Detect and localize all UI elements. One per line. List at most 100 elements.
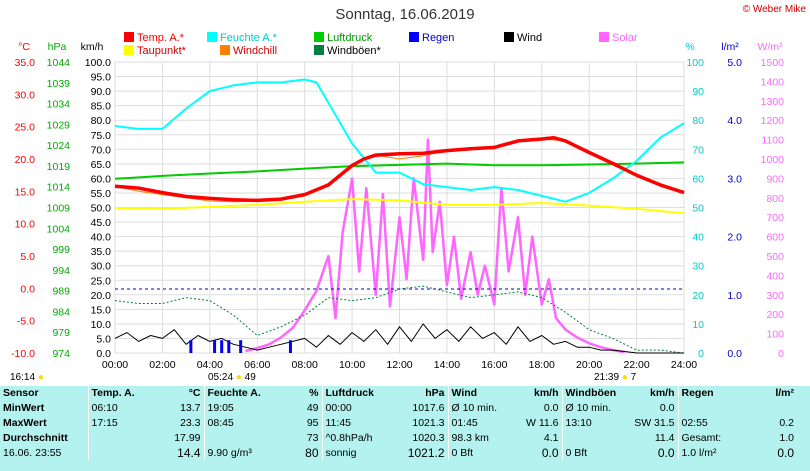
copyright: © Weber Mike bbox=[742, 4, 806, 15]
corner-time: 16:14 ● bbox=[10, 372, 44, 383]
rain-tick-label: 0.0 bbox=[727, 348, 742, 360]
cell-time: 02:55 bbox=[677, 415, 740, 431]
cell-value: 1021.2 bbox=[407, 445, 445, 460]
temp-tick-label: 15.0 bbox=[15, 186, 36, 198]
solar-tick-label: 400 bbox=[766, 270, 784, 282]
cell-value: 4.1 bbox=[543, 431, 559, 444]
cell-value: 0.0 bbox=[543, 402, 559, 415]
wind-tick-label: 10.0 bbox=[91, 319, 112, 331]
cell-time: 00:00 bbox=[321, 400, 386, 416]
cell-time: 17:15 bbox=[87, 415, 142, 431]
pressure-line bbox=[114, 161, 685, 180]
wind-tick-label: 70.0 bbox=[91, 144, 112, 156]
pressure-tick-label: 1039 bbox=[47, 78, 71, 90]
pressure-tick-label: 1024 bbox=[47, 140, 71, 152]
wind-tick-label: 35.0 bbox=[91, 246, 112, 258]
cell-time bbox=[87, 445, 142, 460]
rain-bar bbox=[213, 340, 217, 353]
solar-tick-label: 1300 bbox=[761, 96, 785, 108]
cell-value: 13.7 bbox=[180, 402, 201, 415]
legend-rain: Regen bbox=[409, 32, 454, 44]
cell-value: 23.3 bbox=[180, 416, 201, 429]
solar-tick-label: 500 bbox=[766, 251, 784, 263]
sunset-label: 21:39 ● 7 bbox=[594, 372, 637, 383]
cell-time: sonnig bbox=[321, 445, 386, 460]
stats-row-avg: Durchschnitt 17.99 73 ^0.8hPa/h 1020.3 9… bbox=[0, 430, 797, 446]
solar-tick-label: 300 bbox=[766, 290, 784, 302]
rain-tick-label: 1.0 bbox=[727, 290, 742, 302]
temp-tick-label: 35.0 bbox=[15, 57, 36, 69]
pressure-axis-label: hPa bbox=[48, 41, 67, 53]
temperature-line bbox=[114, 135, 685, 203]
hdr-wind-unit: km/h bbox=[533, 387, 559, 400]
hdr-hum-unit: % bbox=[309, 387, 319, 400]
legend-windchill: Windchill bbox=[220, 45, 277, 57]
cell-value: 0.0 bbox=[541, 445, 559, 460]
cell-time bbox=[203, 430, 262, 446]
wind-line bbox=[114, 323, 684, 354]
rain-tick-label: 2.0 bbox=[727, 232, 742, 244]
wind-tick-label: 55.0 bbox=[91, 188, 112, 200]
temp-tick-label: 20.0 bbox=[15, 154, 36, 166]
cell-time: 08:45 bbox=[203, 415, 262, 431]
row-label: MinWert bbox=[3, 402, 45, 415]
humidity-tick-label: 40 bbox=[692, 232, 704, 244]
rain-axis-label: l/m² bbox=[721, 41, 739, 53]
cell-value: 1021.3 bbox=[412, 416, 445, 429]
cell-value: 11.4 bbox=[654, 431, 675, 444]
wind-tick-label: 0.0 bbox=[96, 348, 111, 360]
humidity-tick-label: 30 bbox=[692, 261, 704, 273]
cell-time: 0 Bft bbox=[561, 445, 622, 460]
rain-bar bbox=[220, 340, 224, 353]
cell-time: 13:10 bbox=[561, 415, 622, 431]
pressure-tick-label: 1004 bbox=[47, 223, 71, 235]
solar-tick-label: 600 bbox=[766, 232, 784, 244]
temp-tick-label: -5.0 bbox=[17, 316, 35, 328]
pressure-tick-label: 1019 bbox=[47, 161, 71, 173]
cell-time: 9.90 g/m³ bbox=[203, 445, 262, 460]
cell-value: W 11.6 bbox=[526, 416, 559, 429]
wind-tick-label: 45.0 bbox=[91, 217, 112, 229]
temp-tick-label: 5.0 bbox=[20, 251, 35, 263]
solar-tick-label: 1500 bbox=[761, 57, 785, 69]
wind-tick-label: 95.0 bbox=[91, 72, 112, 84]
temp-tick-label: 0.0 bbox=[20, 283, 35, 295]
solar-tick-label: 800 bbox=[766, 193, 784, 205]
legend-solar: Solar bbox=[599, 32, 638, 44]
cell-value: 0.2 bbox=[779, 416, 794, 429]
x-tick-label: 24:00 bbox=[671, 359, 697, 371]
wind-tick-label: 100.0 bbox=[85, 57, 111, 69]
humidity-tick-label: 100 bbox=[686, 57, 704, 69]
solar-tick-label: 1400 bbox=[761, 76, 785, 88]
cell-value: 14.4 bbox=[177, 445, 201, 460]
solar-tick-label: 100 bbox=[766, 329, 784, 341]
humidity-tick-label: 20 bbox=[692, 290, 704, 302]
dewpoint-line bbox=[114, 198, 685, 215]
sunrise-label: 05:24 ● 49 bbox=[208, 372, 256, 383]
humidity-tick-label: 90 bbox=[692, 86, 704, 98]
cell-value: 0.0 bbox=[657, 445, 675, 460]
hdr-rain: Regen bbox=[677, 386, 740, 401]
hdr-press-unit: hPa bbox=[425, 387, 445, 400]
rain-bar bbox=[288, 340, 292, 353]
hdr-temp: Temp. A. bbox=[87, 386, 142, 401]
humidity-tick-label: 50 bbox=[692, 203, 704, 215]
hdr-rain-unit: l/m² bbox=[775, 387, 794, 400]
cell-time bbox=[87, 430, 142, 446]
cell-time: 11:45 bbox=[321, 415, 386, 431]
wind-tick-label: 80.0 bbox=[91, 115, 112, 127]
pressure-tick-label: 974 bbox=[52, 348, 70, 360]
weather-chart: 35.0 30.0 25.0 20.0 15.0 10.0 5.0 0.0 -5.0 -10.0 °… bbox=[11, 41, 785, 371]
rain-bar bbox=[189, 340, 193, 353]
wind-tick-label: 20.0 bbox=[91, 290, 112, 302]
x-tick-label: 12:00 bbox=[386, 359, 412, 371]
hdr-wind: Wind bbox=[447, 386, 514, 401]
humidity-line bbox=[114, 78, 685, 203]
humidity-tick-label: 60 bbox=[692, 173, 704, 185]
solar-tick-label: 0 bbox=[778, 348, 784, 360]
cell-value: 95 bbox=[306, 416, 319, 429]
cell-time: 1.0 l/m² bbox=[677, 445, 740, 460]
humidity-axis-label: % bbox=[685, 41, 694, 53]
row-label: 16.06. 23:55 bbox=[3, 446, 62, 459]
x-tick-label: 08:00 bbox=[292, 359, 318, 371]
